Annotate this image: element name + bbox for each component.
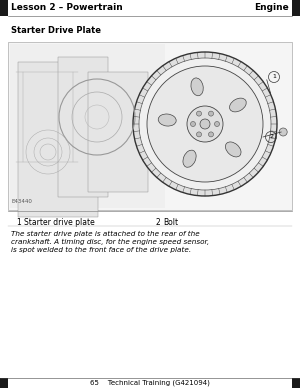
Circle shape xyxy=(279,128,287,136)
Bar xyxy=(8,42,292,210)
Circle shape xyxy=(139,58,271,190)
Circle shape xyxy=(214,121,220,126)
Text: Lesson 2 – Powertrain: Lesson 2 – Powertrain xyxy=(11,3,123,12)
Text: 2: 2 xyxy=(155,218,160,227)
Circle shape xyxy=(196,111,202,116)
Text: Starter Drive Plate: Starter Drive Plate xyxy=(11,26,101,35)
Circle shape xyxy=(147,66,263,182)
Bar xyxy=(10,44,165,208)
Ellipse shape xyxy=(183,150,196,167)
Bar xyxy=(88,72,148,192)
Ellipse shape xyxy=(225,142,241,157)
Text: 1: 1 xyxy=(16,218,21,227)
Circle shape xyxy=(196,132,202,137)
Bar xyxy=(0,0,8,16)
Ellipse shape xyxy=(230,98,246,112)
Ellipse shape xyxy=(191,78,203,96)
Circle shape xyxy=(208,132,214,137)
Bar xyxy=(0,378,8,388)
Bar xyxy=(292,378,300,388)
Text: Starter drive plate: Starter drive plate xyxy=(24,218,95,227)
Bar xyxy=(18,62,98,217)
Text: E43440: E43440 xyxy=(12,199,33,204)
Circle shape xyxy=(133,52,277,196)
Circle shape xyxy=(187,106,223,142)
Text: crankshaft. A timing disc, for the engine speed sensor,: crankshaft. A timing disc, for the engin… xyxy=(11,239,209,245)
Text: 1: 1 xyxy=(272,74,276,80)
Text: 65    Technical Training (G421094): 65 Technical Training (G421094) xyxy=(90,380,210,386)
Text: Bolt: Bolt xyxy=(163,218,178,227)
Circle shape xyxy=(190,121,196,126)
Circle shape xyxy=(208,111,214,116)
Bar xyxy=(292,0,300,16)
Text: 2: 2 xyxy=(269,135,273,140)
Text: The starter drive plate is attached to the rear of the: The starter drive plate is attached to t… xyxy=(11,231,200,237)
Ellipse shape xyxy=(158,114,176,126)
Text: is spot welded to the front face of the drive plate.: is spot welded to the front face of the … xyxy=(11,247,191,253)
Text: Engine: Engine xyxy=(254,3,289,12)
Bar xyxy=(58,57,108,197)
Circle shape xyxy=(200,119,210,129)
